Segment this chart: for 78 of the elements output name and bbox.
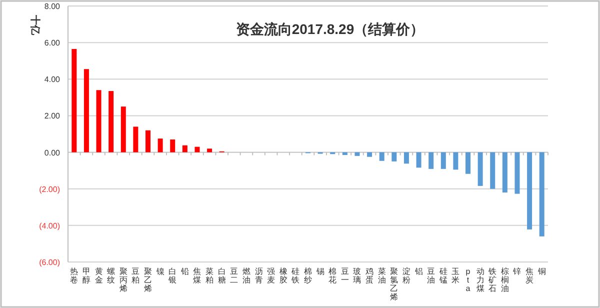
- x-tick-label: 白银: [168, 267, 177, 284]
- x-tick-label: 聚氯乙烯: [390, 267, 398, 302]
- bar: [194, 146, 200, 152]
- bar: [367, 152, 372, 157]
- bar: [440, 152, 446, 169]
- y-tick-label: (4.00): [39, 221, 60, 230]
- x-tick-label: 沥青: [254, 267, 263, 284]
- x-tick-label: 棕榈油: [500, 267, 509, 293]
- x-tick-label: 硅铁: [290, 267, 300, 284]
- x-tick-label: 聚丙烯: [119, 267, 128, 293]
- x-tick-label: 锡: [315, 267, 324, 276]
- x-tick-label: 焦煤: [193, 267, 202, 284]
- bar: [158, 138, 163, 152]
- x-tick-label: 铜: [536, 267, 546, 276]
- x-tick-label: 棉纱: [304, 267, 312, 284]
- y-axis-title: 十亿: [29, 14, 41, 36]
- bar: [453, 152, 458, 170]
- bar: [502, 152, 508, 193]
- x-tick-label: 白糖: [218, 267, 226, 284]
- bar: [342, 152, 348, 156]
- x-tick-label: 橡胶: [279, 267, 288, 284]
- bar: [207, 148, 212, 152]
- x-tick-label: 焦炭: [526, 267, 534, 284]
- bar: [490, 152, 496, 189]
- y-tick-label: (6.00): [39, 258, 60, 267]
- y-tick-label: 4.00: [44, 75, 61, 84]
- bar: [428, 152, 434, 169]
- bar: [527, 152, 532, 230]
- x-tick-label: 玉米: [452, 267, 460, 284]
- bar: [108, 91, 114, 152]
- x-tick-label: 铝: [414, 267, 423, 276]
- x-tick-label: 豆粕: [132, 267, 140, 284]
- bar: [354, 152, 360, 156]
- x-tick-label: pta: [466, 267, 471, 293]
- x-tick-label: 豆油: [427, 267, 436, 284]
- bar: [539, 152, 544, 236]
- bar: [182, 145, 188, 152]
- x-tick-label: 动力煤: [476, 267, 484, 293]
- bar: [96, 90, 102, 152]
- x-tick-label: 黄金: [94, 267, 103, 284]
- bar: [478, 152, 483, 186]
- x-tick-label: 强麦: [267, 267, 276, 284]
- text: 资金流向2017.8.29（结算价）: [236, 21, 424, 37]
- x-tick-label: 菜油: [378, 267, 386, 284]
- bar: [392, 152, 397, 162]
- y-tick-label: 2.00: [44, 112, 61, 121]
- bar: [120, 106, 126, 152]
- bar: [416, 152, 422, 168]
- x-tick-label: 聚乙烯: [144, 267, 152, 293]
- bar: [466, 152, 470, 174]
- y-tick-label: 6.00: [44, 38, 61, 48]
- bar: [514, 152, 520, 194]
- y-tick-label: 8.00: [44, 2, 61, 11]
- y-tick-label: (2.00): [39, 184, 60, 194]
- bar: [133, 126, 138, 152]
- x-tick-label: 燃油: [242, 267, 250, 284]
- x-tick-label: 棉花: [328, 267, 337, 284]
- x-tick-label: 热卷: [70, 267, 78, 284]
- x-tick-label: 镍: [155, 267, 164, 276]
- x-tick-label: 硅锰: [438, 267, 448, 284]
- bar: [404, 152, 409, 164]
- x-tick-label: 锌: [512, 267, 522, 276]
- bar: [72, 48, 77, 152]
- x-tick-label: 玻璃: [353, 267, 362, 284]
- bar: [146, 130, 150, 152]
- bar: [170, 139, 176, 152]
- x-tick-label: 甲醇: [82, 267, 90, 284]
- x-tick-label: 菜粕: [206, 267, 214, 284]
- x-tick-label: 淀粉: [402, 267, 410, 284]
- x-tick-label: 豆一: [340, 267, 349, 284]
- bar: [379, 152, 384, 161]
- x-tick-label: 铅: [180, 267, 189, 276]
- x-tick-label: 螺纹: [107, 267, 116, 284]
- y-tick-label: 0.00: [44, 148, 61, 158]
- x-tick-label: 铁矿石: [488, 267, 497, 293]
- x-tick-label: 豆二: [230, 267, 238, 284]
- x-tick-label: 鸡蛋: [364, 267, 374, 284]
- bar: [84, 69, 89, 152]
